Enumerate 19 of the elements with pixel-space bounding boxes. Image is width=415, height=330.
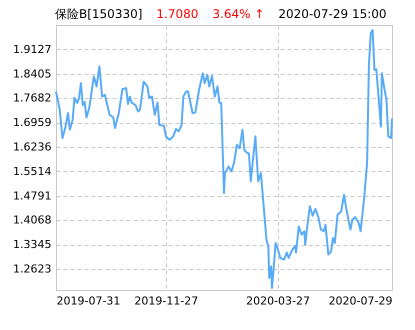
y-tick-label: 1.6236 <box>13 140 52 154</box>
text: 2020-07-29 15:00 <box>278 7 387 21</box>
x-tick-label: 2019-07-31 <box>56 294 120 308</box>
x-tick-label: 2020-07-29 <box>328 294 392 308</box>
line-series <box>55 29 393 289</box>
chart-title: 保险B[150330] <box>55 7 142 21</box>
text: 3.64% ↑ <box>212 7 264 21</box>
text: 1.7080 <box>156 7 198 21</box>
x-tick-label: 2019-11-27 <box>134 294 198 308</box>
y-tick-label: 1.5514 <box>13 164 52 178</box>
y-tick-label: 1.9127 <box>13 42 52 56</box>
y-tick-label: 1.4068 <box>13 214 52 227</box>
y-tick-label: 1.2623 <box>13 262 52 276</box>
x-tick-label: 2020-03-27 <box>246 294 310 308</box>
y-tick-label: 1.4791 <box>13 189 52 202</box>
y-tick-label: 1.6959 <box>13 116 52 130</box>
y-tick-label: 1.7682 <box>13 92 52 105</box>
y-tick-label: 1.3345 <box>13 238 52 252</box>
y-tick-label: 1.8405 <box>13 67 52 80</box>
